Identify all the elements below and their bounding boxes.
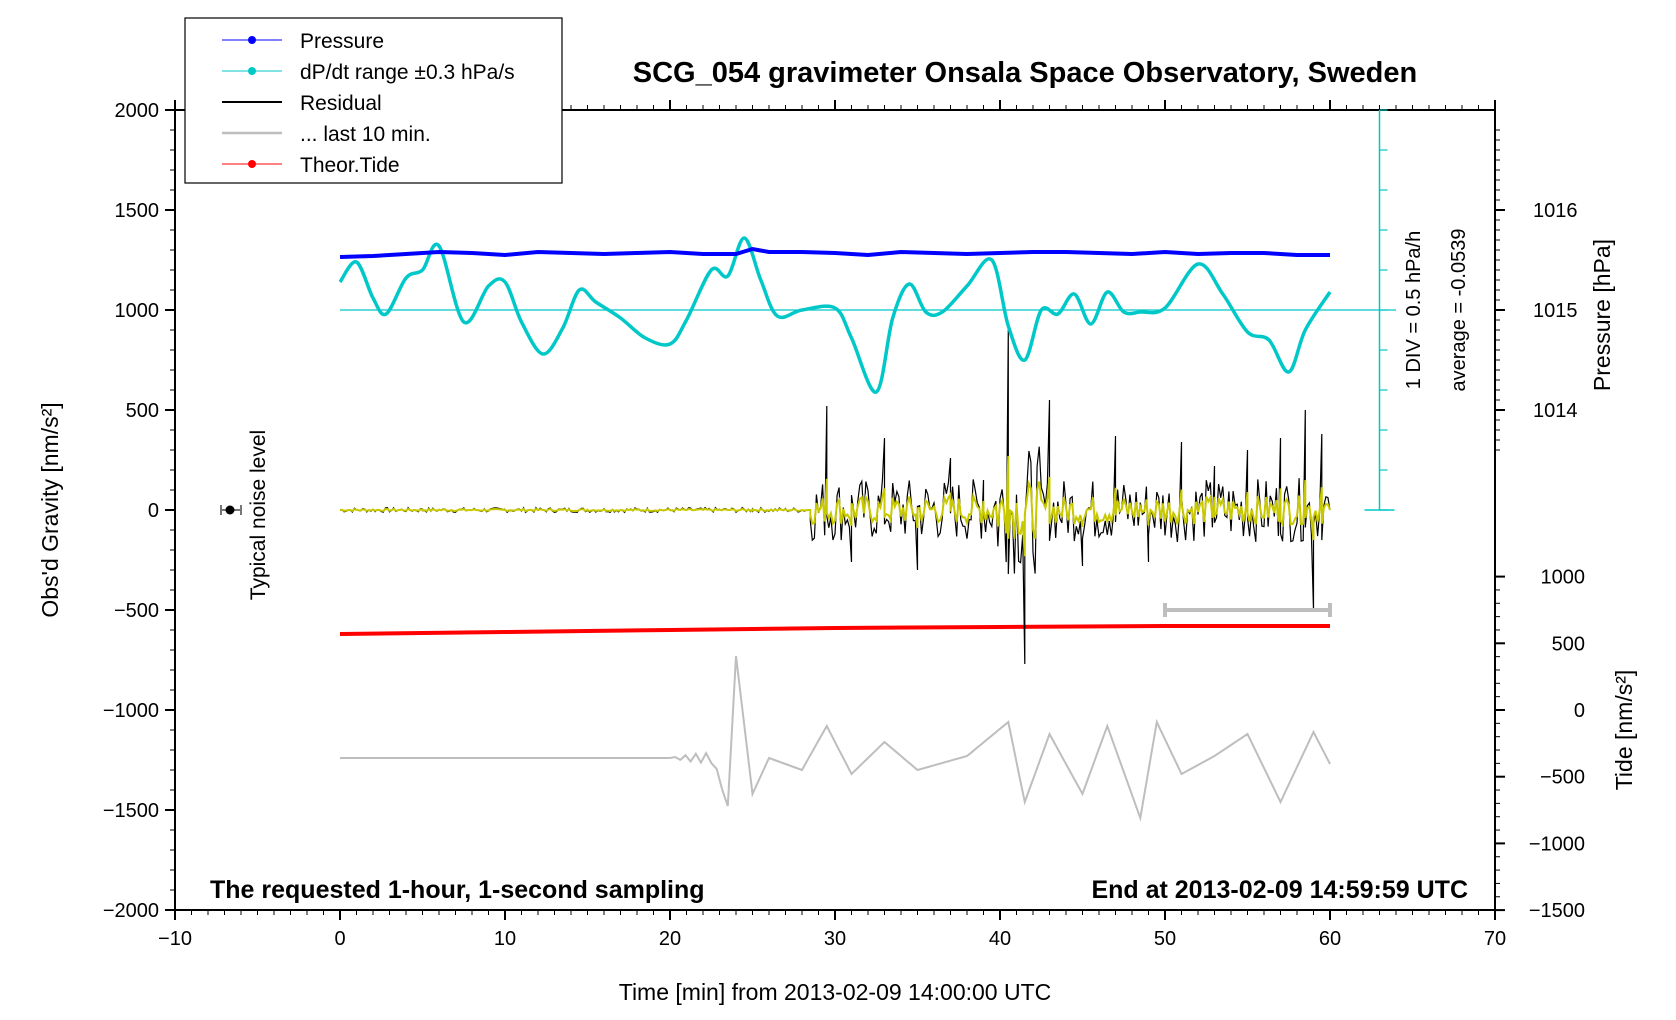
- legend-label: Pressure: [300, 30, 384, 53]
- legend: Pressure dP/dt range ±0.3 hPa/s Residual…: [184, 17, 563, 184]
- noise-level-marker: [220, 505, 242, 515]
- x-tick-label: 10: [494, 928, 516, 950]
- legend-item-tide: Theor.Tide: [222, 154, 400, 177]
- legend-item-pressure: Pressure: [222, 30, 384, 53]
- x-tick-label: 70: [1484, 928, 1506, 950]
- y-tick-label: −2000: [103, 900, 159, 922]
- legend-label: ... last 10 min.: [300, 123, 431, 146]
- legend-label: Residual: [300, 92, 382, 115]
- x-tick-label: 50: [1154, 928, 1176, 950]
- y-axis-gravity: −2000 −1500 −1000 −500 0 500 1000 1500 2000: [103, 100, 175, 922]
- x-tick-label: 0: [334, 928, 345, 950]
- y-tick-label: 2000: [115, 100, 160, 122]
- legend-item-dpdt: dP/dt range ±0.3 hPa/s: [222, 61, 515, 84]
- series-residual-filtered: [339, 455, 1331, 557]
- x-axis: −10 0 10 20 30 40 50 60 70: [158, 100, 1506, 950]
- last-10-min-bar: [1163, 603, 1332, 617]
- tide-tick-label: 0: [1574, 700, 1585, 722]
- pressure-tick-label: 1016: [1533, 200, 1578, 222]
- pressure-tick-label: 1014: [1533, 400, 1578, 422]
- legend-item-residual: Residual: [222, 92, 382, 115]
- y-axis-tide: −1500 −1000 −500 0 500 1000: [1495, 567, 1586, 922]
- pressure-tick-label: 1015: [1533, 300, 1578, 322]
- tide-tick-label: −1000: [1529, 833, 1585, 855]
- pressure-axis-label: Pressure [hPa]: [1589, 239, 1615, 391]
- div-scale-label: 1 DIV = 0.5 hPa/h: [1403, 231, 1425, 389]
- x-axis-label: Time [min] from 2013-02-09 14:00:00 UTC: [619, 979, 1052, 1005]
- y-tick-label: 0: [148, 500, 159, 522]
- series-dpdt: [338, 236, 1332, 394]
- y-tick-label: −1000: [103, 700, 159, 722]
- tide-tick-label: 500: [1552, 633, 1585, 655]
- annotation-end-time: End at 2013-02-09 14:59:59 UTC: [1091, 876, 1468, 904]
- tide-axis-label: Tide [nm/s²]: [1611, 670, 1637, 791]
- y-axis-label: Obs'd Gravity [nm/s²]: [37, 402, 63, 617]
- series-pressure: [339, 246, 1330, 259]
- series-theor-tide: [339, 624, 1330, 636]
- y-tick-label: 1000: [115, 300, 160, 322]
- legend-item-last10: ... last 10 min.: [222, 123, 431, 146]
- y-tick-label: 1500: [115, 200, 160, 222]
- tide-tick-label: −1500: [1529, 900, 1585, 922]
- x-tick-label: 40: [989, 928, 1011, 950]
- legend-label: dP/dt range ±0.3 hPa/s: [300, 61, 515, 84]
- tide-tick-label: −500: [1540, 767, 1585, 789]
- y-tick-label: −500: [114, 600, 159, 622]
- average-label: average = -0.0539: [1448, 229, 1470, 392]
- noise-level-label: Typical noise level: [247, 430, 270, 600]
- series-layer: [338, 236, 1332, 822]
- y-tick-label: 500: [126, 400, 159, 422]
- legend-box: [184, 17, 563, 184]
- x-tick-label: −10: [158, 928, 192, 950]
- annotation-sampling: The requested 1-hour, 1-second sampling: [210, 876, 705, 904]
- tide-tick-label: 1000: [1541, 567, 1586, 589]
- chart-title: SCG_054 gravimeter Onsala Space Observat…: [633, 57, 1417, 89]
- x-tick-label: 20: [659, 928, 681, 950]
- legend-label: Theor.Tide: [300, 154, 400, 177]
- y-axis-pressure: 1014 1015 1016: [1495, 129, 1578, 451]
- x-tick-label: 60: [1319, 928, 1341, 950]
- series-last-10-min: [340, 655, 1331, 822]
- x-tick-label: 30: [824, 928, 846, 950]
- y-tick-label: −1500: [103, 800, 159, 822]
